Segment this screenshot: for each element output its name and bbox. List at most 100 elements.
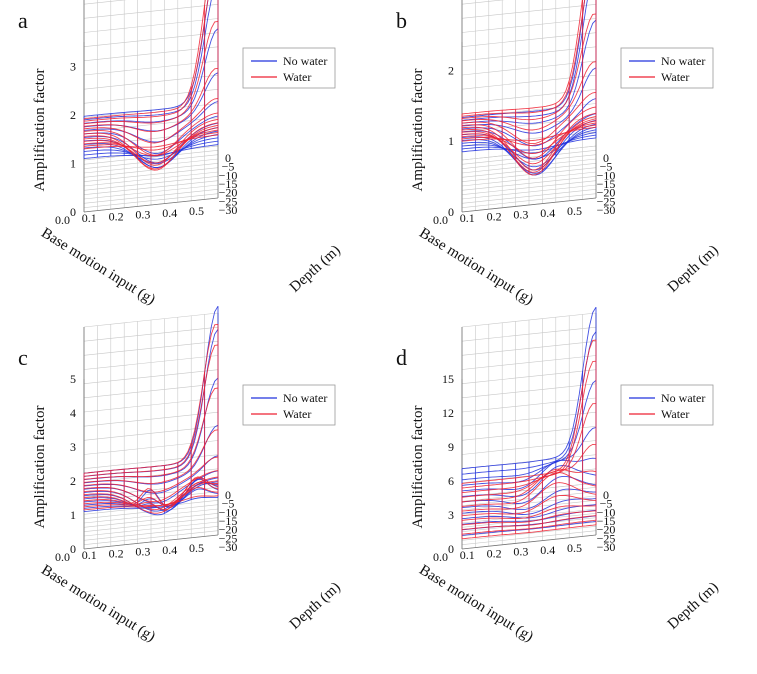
depth-axis-title: Depth (m) (665, 242, 722, 295)
panel-letter: b (396, 8, 407, 33)
depth-tick-label: −5 (600, 497, 613, 511)
x-tick-label: 0.4 (540, 543, 555, 557)
legend-label: Water (283, 70, 311, 84)
z-tick-label: 2 (70, 474, 76, 488)
depth-tick-label: −10 (219, 505, 238, 519)
depth-tick-label: −5 (222, 160, 235, 174)
legend: No water Water (620, 47, 714, 89)
z-tick-label: 0 (70, 542, 76, 556)
depth-tick-label: −30 (597, 540, 616, 554)
depth-tick-label: −25 (219, 531, 238, 545)
series-water-surface (461, 339, 597, 540)
legend-label: Water (661, 70, 689, 84)
panel-letter: a (18, 8, 28, 33)
x-tick-label: 0.0 (55, 213, 70, 227)
z-tick-label: 6 (448, 474, 454, 488)
x-tick-label: 0.5 (189, 204, 204, 218)
z-tick-label: 15 (442, 372, 454, 386)
x-tick-label: 0.5 (567, 204, 582, 218)
panel-letter: d (396, 345, 407, 370)
x-tick-label: 0.0 (433, 213, 448, 227)
legend-label: No water (661, 391, 705, 405)
panel-b-grid (461, 0, 597, 213)
z-axis-title: Amplification factor (410, 69, 426, 192)
x-tick-label: 0.4 (540, 206, 555, 220)
x-tick-label: 0.3 (135, 208, 150, 222)
depth-tick-label: −30 (219, 203, 238, 217)
z-tick-label: 12 (442, 406, 454, 420)
legend: No water Water (242, 384, 336, 426)
x-tick-label: 0.2 (109, 209, 124, 223)
depth-tick-label: −15 (219, 177, 238, 191)
z-tick-label: 4 (70, 406, 76, 420)
depth-tick-label: −5 (600, 160, 613, 174)
series-water-surface (83, 323, 219, 514)
depth-tick-label: 0 (603, 151, 609, 165)
depth-tick-label: 0 (225, 151, 231, 165)
depth-tick-label: −25 (219, 194, 238, 208)
z-tick-label: 9 (448, 440, 454, 454)
series-water-surface (83, 0, 219, 171)
legend-label: No water (283, 54, 327, 68)
x-tick-label: 0.2 (109, 546, 124, 560)
x-axis-title: Base motion input (g) (416, 562, 536, 645)
x-axis-title: Base motion input (g) (38, 562, 158, 645)
depth-tick-label: 0 (225, 488, 231, 502)
depth-tick-label: −10 (219, 168, 238, 182)
z-tick-label: 0 (448, 205, 454, 219)
x-tick-label: 0.2 (487, 546, 502, 560)
z-tick-label: 1 (70, 508, 76, 522)
depth-tick-label: −10 (597, 505, 616, 519)
legend-label: Water (283, 407, 311, 421)
x-tick-label: 0.0 (55, 550, 70, 564)
z-tick-label: 1 (448, 134, 454, 148)
legend-label: No water (283, 391, 327, 405)
depth-axis-title: Depth (m) (665, 579, 722, 632)
depth-tick-label: −30 (219, 540, 238, 554)
legend-label: No water (661, 54, 705, 68)
legend-label: Water (661, 407, 689, 421)
depth-tick-label: −25 (597, 531, 616, 545)
x-tick-label: 0.4 (162, 543, 177, 557)
depth-tick-label: −5 (222, 497, 235, 511)
z-axis-title: Amplification factor (410, 406, 426, 529)
x-axis-title: Base motion input (g) (416, 225, 536, 308)
series-water-surface (461, 0, 597, 176)
depth-tick-label: −30 (597, 203, 616, 217)
x-tick-label: 0.5 (189, 541, 204, 555)
x-tick-label: 0.1 (82, 211, 97, 225)
x-tick-label: 0.1 (82, 548, 97, 562)
x-tick-label: 0.0 (433, 550, 448, 564)
z-tick-label: 2 (70, 108, 76, 122)
x-axis-title: Base motion input (g) (38, 225, 158, 308)
z-tick-label: 3 (70, 440, 76, 454)
z-tick-label: 3 (448, 508, 454, 522)
depth-axis-title: Depth (m) (287, 242, 344, 295)
depth-tick-label: −10 (597, 168, 616, 182)
depth-tick-label: −15 (597, 514, 616, 528)
z-axis-title: Amplification factor (32, 406, 48, 529)
legend: No water Water (620, 384, 714, 426)
z-tick-label: 0 (70, 205, 76, 219)
depth-tick-label: −15 (219, 514, 238, 528)
x-tick-label: 0.2 (487, 209, 502, 223)
x-tick-label: 0.4 (162, 206, 177, 220)
x-tick-label: 0.3 (513, 545, 528, 559)
x-tick-label: 0.5 (567, 541, 582, 555)
depth-tick-label: −25 (597, 194, 616, 208)
depth-tick-label: −15 (597, 177, 616, 191)
z-tick-label: 0 (448, 542, 454, 556)
x-tick-label: 0.1 (460, 211, 475, 225)
x-tick-label: 0.1 (460, 548, 475, 562)
z-tick-label: 3 (70, 59, 76, 73)
depth-tick-label: 0 (603, 488, 609, 502)
z-tick-label: 2 (448, 63, 454, 77)
depth-tick-label: −20 (597, 523, 616, 537)
depth-tick-label: −20 (597, 186, 616, 200)
z-tick-label: 1 (70, 156, 76, 170)
z-tick-label: 5 (70, 372, 76, 386)
